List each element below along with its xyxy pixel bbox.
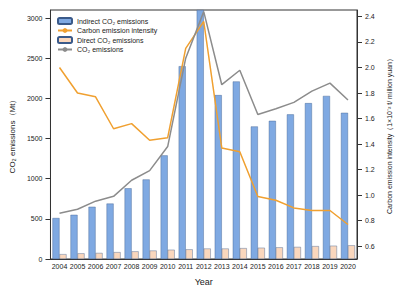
svg-text:2017: 2017 <box>286 263 302 270</box>
svg-text:2009: 2009 <box>142 263 158 270</box>
svg-text:1.0: 1.0 <box>365 192 375 199</box>
svg-text:1000: 1000 <box>27 175 43 182</box>
svg-text:2500: 2500 <box>27 55 43 62</box>
svg-text:2019: 2019 <box>322 263 338 270</box>
svg-text:1500: 1500 <box>27 135 43 142</box>
svg-text:2020: 2020 <box>340 263 356 270</box>
svg-text:2005: 2005 <box>70 263 86 270</box>
svg-text:2.4: 2.4 <box>365 13 375 20</box>
svg-text:2012: 2012 <box>196 263 212 270</box>
svg-text:3000: 3000 <box>27 15 43 22</box>
svg-text:0: 0 <box>39 256 43 263</box>
svg-text:2000: 2000 <box>27 95 43 102</box>
svg-text:2006: 2006 <box>88 263 104 270</box>
svg-text:2010: 2010 <box>160 263 176 270</box>
svg-text:Indirect CO₂ emissions: Indirect CO₂ emissions <box>77 18 149 25</box>
svg-text:2.0: 2.0 <box>365 64 375 71</box>
svg-text:500: 500 <box>31 215 43 222</box>
svg-text:2018: 2018 <box>304 263 320 270</box>
svg-text:Year: Year <box>195 277 213 287</box>
svg-text:2008: 2008 <box>124 263 140 270</box>
svg-text:CO₂ emissions（Mt）: CO₂ emissions（Mt） <box>8 96 17 174</box>
svg-text:2.2: 2.2 <box>365 38 375 45</box>
svg-text:1.2: 1.2 <box>365 166 375 173</box>
svg-text:2011: 2011 <box>178 263 193 270</box>
svg-text:Carbon emission intensity（1×10: Carbon emission intensity（1×10⁻² t/ mill… <box>386 55 394 214</box>
svg-text:2004: 2004 <box>52 263 68 270</box>
svg-text:2014: 2014 <box>232 263 248 270</box>
svg-text:2007: 2007 <box>106 263 122 270</box>
svg-text:2015: 2015 <box>250 263 266 270</box>
svg-text:1.8: 1.8 <box>365 90 375 97</box>
svg-text:Direct CO₂ emissions: Direct CO₂ emissions <box>77 37 144 44</box>
svg-text:Carbon emission intensity: Carbon emission intensity <box>77 27 158 35</box>
svg-text:0.6: 0.6 <box>365 243 375 250</box>
svg-text:2013: 2013 <box>214 263 230 270</box>
svg-text:2016: 2016 <box>268 263 284 270</box>
svg-text:1.6: 1.6 <box>365 115 375 122</box>
svg-text:0.8: 0.8 <box>365 217 375 224</box>
svg-text:1.4: 1.4 <box>365 141 375 148</box>
svg-text:CO₂ emissions: CO₂ emissions <box>77 46 124 53</box>
